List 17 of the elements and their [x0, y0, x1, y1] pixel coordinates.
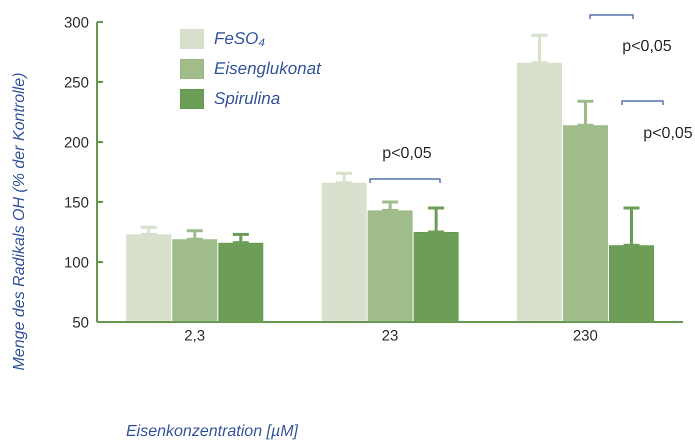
y-tick-label: 300 [64, 14, 89, 32]
annotation: p<0,05 [382, 145, 432, 162]
x-tick-label: 2,3 [184, 328, 206, 345]
annotation: p<0,05 [622, 38, 672, 55]
y-tick-label: 100 [64, 254, 89, 272]
legend-label: Spirulina [214, 89, 280, 109]
y-tick-label: 50 [72, 314, 89, 332]
y-tick-label: 150 [64, 194, 89, 212]
x-tick-label: 23 [382, 328, 398, 345]
y-tick-label: 200 [64, 134, 89, 152]
legend-label: Eisenglukonat [214, 59, 321, 79]
legend-label: FeSO₄ [214, 29, 266, 49]
y-axis-title: Menge des Radikals OH (% der Kontrolle) [11, 72, 28, 370]
x-tick-label: 230 [572, 328, 598, 345]
annotation: p<0,05 [643, 125, 693, 142]
y-tick-label: 250 [64, 74, 89, 92]
x-axis-title: Eisenkonzentration [µM] [126, 423, 299, 440]
